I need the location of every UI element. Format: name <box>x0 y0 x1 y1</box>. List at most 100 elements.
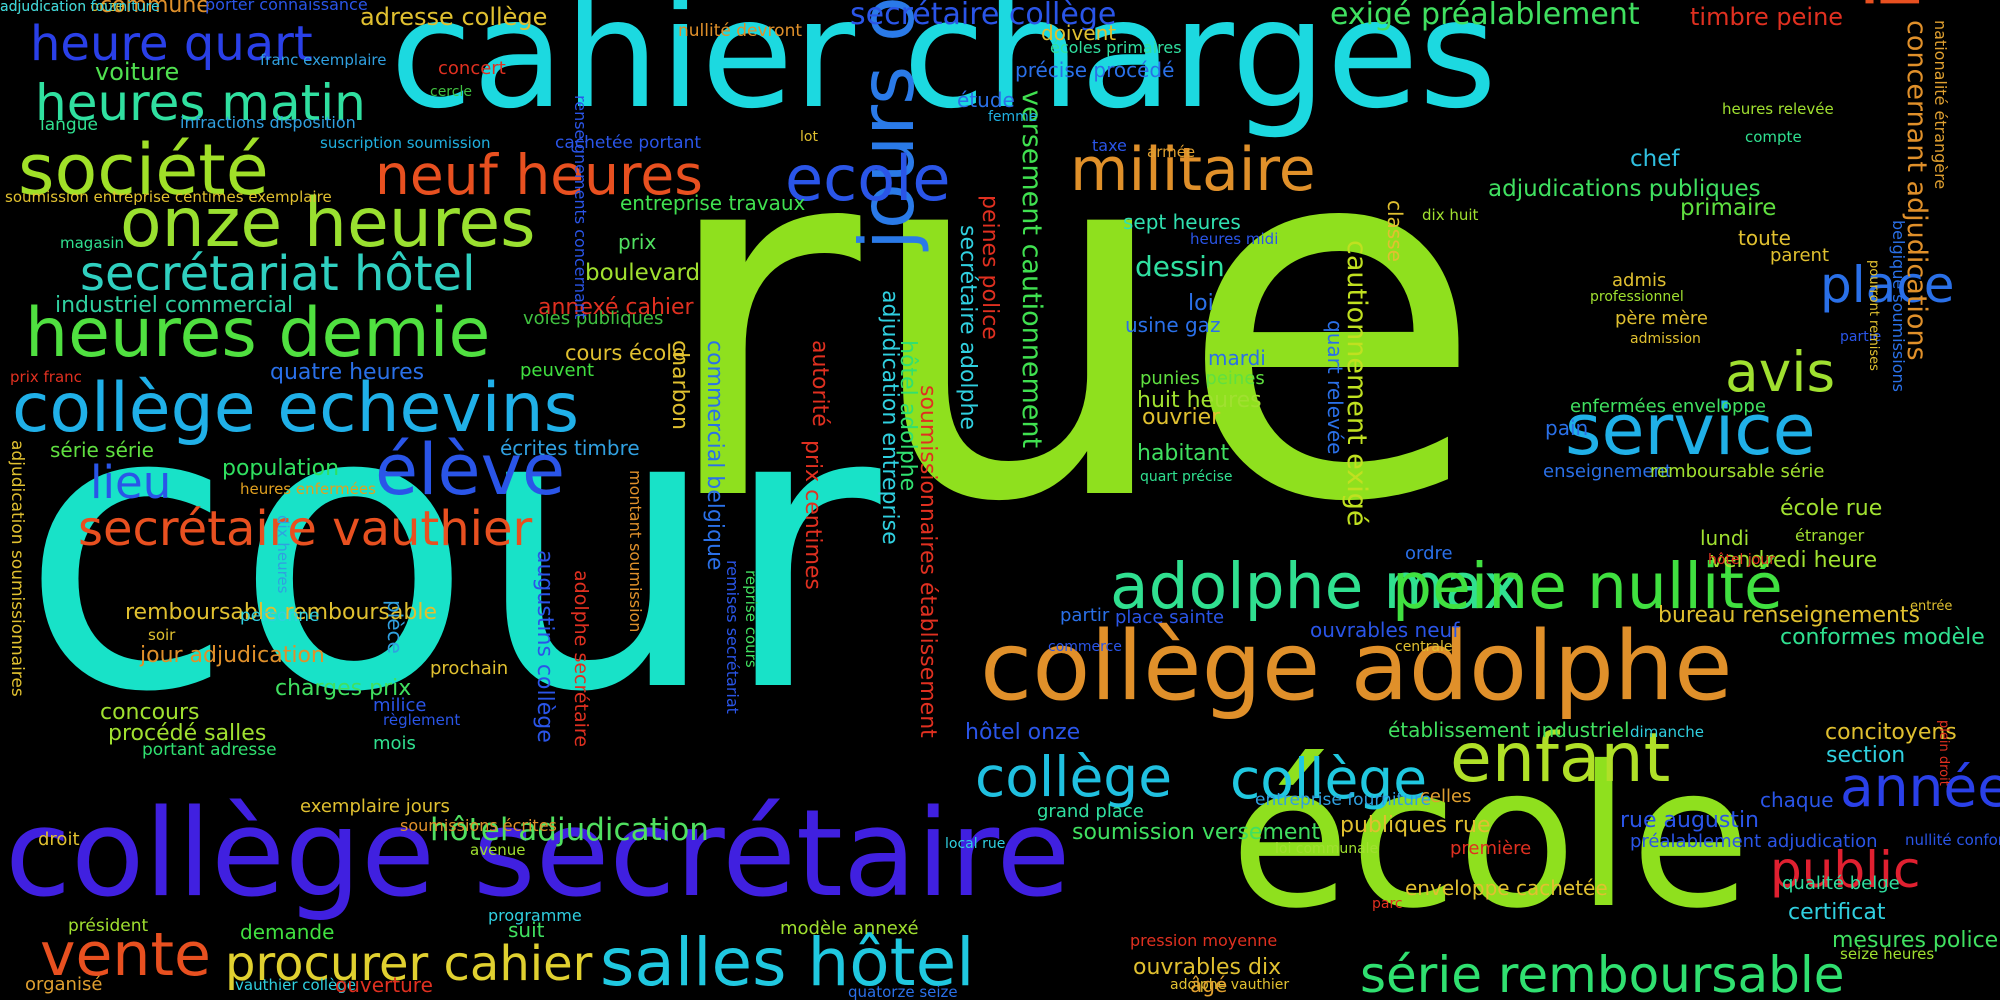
word-soir: soir <box>148 626 176 644</box>
word-adolphe-max: adolphe max <box>1110 550 1521 623</box>
word-prix-franc: prix franc <box>10 368 82 386</box>
word-secretaire-college: secrétaire collège <box>850 0 1117 32</box>
word-exemplaire-jours: exemplaire jours <box>300 796 450 817</box>
word-concours: concours <box>100 700 200 725</box>
word-pourront-remises: pourront remises <box>1866 260 1881 371</box>
word-dessin: dessin <box>1135 250 1225 283</box>
word-premiere: première <box>1450 838 1532 859</box>
word-cahier-charges: cahier charges <box>390 0 1497 142</box>
word-entreprise-fourniture: entreprise fourniture <box>1255 790 1432 810</box>
word-ouvrables-neuf: ouvrables neuf <box>1310 618 1460 642</box>
word-timbre-peine: timbre peine <box>1690 3 1844 31</box>
word-remboursable-remboursable: remboursable remboursable <box>125 600 437 625</box>
word-commerce: commerce <box>1048 639 1122 655</box>
word-dimanche: dimanche <box>1630 723 1704 741</box>
word-programme: programme <box>488 906 582 925</box>
word-infractions-disposition: infractions disposition <box>180 113 356 132</box>
word-certificat: certificat <box>1788 900 1886 925</box>
word-college-adolphe: collège adolphe <box>980 612 1733 722</box>
word-heures-relevee: heures relevée <box>1722 100 1834 118</box>
word-eleve: élève <box>375 429 566 511</box>
word-public: public <box>1770 841 1921 899</box>
word-jour-adjudication: jour adjudication <box>140 643 325 668</box>
word-soumissionnaires-etablissement: soumissionnaires établissement <box>915 385 940 738</box>
word-enfermees-enveloppe: enfermées enveloppe <box>1570 396 1766 417</box>
word-cachetee-portant: cachetée portant <box>555 133 702 153</box>
word-adjudications-publiques: adjudications publiques <box>1488 176 1761 202</box>
word-lot: lot <box>800 129 818 145</box>
word-classe: classe <box>1383 200 1407 262</box>
word-portant-adresse: portant adresse <box>142 740 277 760</box>
word-lundi: lundi <box>1700 526 1750 550</box>
word-peuvent: peuvent <box>520 360 595 381</box>
word-admis: admis <box>1612 270 1667 291</box>
word-mardi: mardi <box>1208 346 1266 370</box>
word-adolphe-vauthier: adolphe vauthier <box>1170 977 1290 993</box>
word-president: président <box>68 916 149 936</box>
word-femme: femme <box>988 109 1038 125</box>
word-loi-communale: loi communale <box>1275 841 1379 857</box>
word-commune: commune <box>100 0 210 18</box>
word-precise-procede: précise procédé <box>1015 58 1175 82</box>
word-section: section <box>1826 743 1906 768</box>
word-chef: chef <box>1630 146 1680 172</box>
word-demande: demande <box>240 920 335 944</box>
word-rue: rue <box>655 29 1486 611</box>
word-heures-demie: heures demie <box>25 294 491 373</box>
word-nationalite-etrangere: nationalité étrangère <box>1931 20 1950 190</box>
word-heure-quart: heure quart <box>30 16 313 72</box>
word-rue-augustin: rue augustin <box>1620 808 1759 833</box>
word-publiques-rue: publiques rue <box>1340 813 1491 838</box>
word-concert: concert <box>438 58 506 79</box>
word-ecole: ecole <box>785 142 951 215</box>
word-college: collège <box>975 745 1173 809</box>
word-punies-peines: punies peines <box>1140 368 1265 389</box>
word-concitoyens: concitoyens <box>1825 720 1957 745</box>
word-conformes-modele: conformes modèle <box>1780 625 1985 650</box>
word-annee: année <box>1840 755 2000 819</box>
word-population: population <box>222 456 340 481</box>
word-peines-police: peines police <box>977 195 1002 340</box>
word-pain: pain <box>1545 416 1589 440</box>
word-celles: celles <box>1420 786 1472 807</box>
word-cercle: cercle <box>430 84 472 100</box>
word-suscription-soumission: suscription soumission <box>320 134 491 152</box>
word-adjudication-soumissionnaires: adjudication soumissionnaires <box>7 440 27 697</box>
word-secretaire-vauthier: secrétaire vauthier <box>78 501 533 557</box>
word-prealablement-adjudication: préalablement adjudication <box>1630 831 1878 852</box>
word-charbon: charbon <box>667 340 692 430</box>
word-college-echevins: collège echevins <box>12 369 580 448</box>
word-remises-secretariat: remises secrétariat <box>723 560 742 714</box>
word-cautionnement-exige: cautionnement exigé <box>1341 240 1372 527</box>
word-vente: vente <box>40 920 211 990</box>
word-primaire: primaire <box>1680 195 1777 221</box>
word-milice: milice <box>373 695 427 716</box>
word-serie-remboursable: série remboursable <box>1360 946 1845 1000</box>
word-quart-precise: quart précise <box>1140 469 1233 485</box>
word-secretariat-hotel: secrétariat hôtel <box>80 246 476 302</box>
word-ouvrier: ouvrier <box>1142 405 1221 430</box>
word-commercial-belgique: commercial belgique <box>702 340 727 571</box>
word-enfant: enfant <box>1450 719 1671 798</box>
word-quatorze-seize: quatorze seize <box>848 983 958 1000</box>
word-pression-moyenne: pression moyenne <box>1130 931 1278 950</box>
word-peine-nullite: peine nullité <box>1392 550 1783 623</box>
word-lieu: lieu <box>90 456 172 509</box>
word-admission: admission <box>1630 331 1701 347</box>
word-serie-serie: série série <box>50 438 154 462</box>
word-droit: droit <box>38 829 80 850</box>
word-militaire: militaire <box>1070 135 1316 205</box>
word-sept-heures: sept heures <box>1123 210 1241 234</box>
word-loi: loi <box>1188 291 1214 316</box>
word-boulevard: boulevard <box>585 260 701 286</box>
word-usine-gaz: usine gaz <box>1125 313 1221 337</box>
word-soumissions-ecrites: soumissions écrites <box>400 816 557 835</box>
word-magasin: magasin <box>60 234 125 252</box>
word-armee: armée <box>1147 143 1196 161</box>
word-langue: langue <box>40 115 98 135</box>
word-nullite-devront: nullité devront <box>678 21 803 41</box>
word-quatre-heures: quatre heures <box>270 360 425 385</box>
word-college-secretaire: collège secrétaire <box>5 785 1071 924</box>
word-cour: cour <box>20 323 881 777</box>
word-belgique-soumissions: belgique soumissions <box>1889 220 1908 392</box>
